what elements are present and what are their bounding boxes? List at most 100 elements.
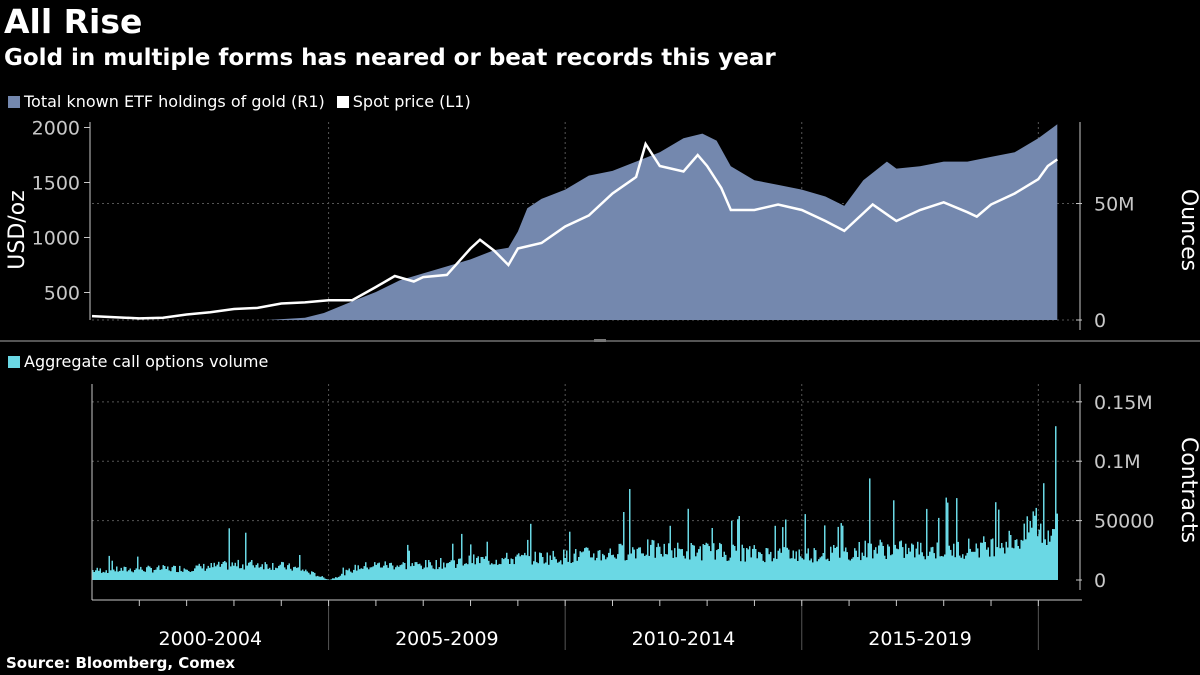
call-volume-bar: [813, 548, 815, 580]
call-volume-bar: [492, 564, 494, 580]
call-volume-bar: [717, 549, 719, 580]
call-volume-bar: [216, 564, 218, 580]
call-volume-bar: [212, 567, 214, 580]
call-volume-bar: [504, 557, 506, 580]
call-volume-bar: [398, 566, 400, 580]
call-volume-bar: [435, 560, 437, 580]
call-volume-bar: [279, 564, 281, 580]
call-volume-bar: [966, 552, 968, 580]
call-volume-bar: [867, 543, 869, 580]
call-volume-bar: [330, 579, 332, 580]
call-volume-bar: [126, 571, 128, 580]
panel-resize-handle[interactable]: [594, 339, 606, 342]
call-volume-bar: [735, 550, 737, 580]
call-volume-bar: [810, 558, 812, 580]
call-volume-bar: [434, 569, 436, 580]
call-volume-bar: [881, 542, 883, 580]
call-volume-bar: [452, 543, 454, 580]
legend-item-etf: Total known ETF holdings of gold (R1): [8, 92, 325, 111]
call-volume-bar: [414, 562, 416, 580]
call-volume-bar: [179, 565, 181, 580]
call-volume-bar: [638, 547, 640, 580]
call-volume-bar: [920, 542, 922, 580]
call-volume-bar: [183, 568, 185, 580]
call-volume-bar: [632, 547, 634, 580]
call-volume-bar: [915, 548, 917, 580]
call-volume-bar: [153, 570, 155, 580]
call-volume-bar: [704, 545, 706, 580]
call-volume-bar: [324, 578, 326, 580]
call-volume-bar: [264, 562, 266, 580]
call-volume-bar: [705, 542, 707, 580]
call-volume-bar: [780, 552, 782, 580]
right-axis-title-bottom: Contracts: [1176, 437, 1200, 543]
call-volume-bar: [860, 560, 862, 580]
call-volume-bar: [467, 564, 469, 580]
call-volume-bar: [230, 566, 232, 580]
call-volume-bar: [441, 568, 443, 580]
call-volume-bar: [642, 553, 644, 580]
call-volume-bar: [299, 555, 301, 580]
call-volume-bar: [839, 557, 841, 580]
call-volume-bar: [236, 566, 238, 580]
call-volume-bar: [578, 557, 580, 580]
call-volume-bar: [443, 562, 445, 580]
call-volume-bar: [539, 552, 541, 580]
call-volume-bar: [98, 570, 100, 580]
call-volume-bar: [158, 565, 160, 580]
call-volume-bar: [350, 571, 352, 580]
call-volume-bar: [767, 548, 769, 580]
call-volume-bar: [968, 538, 970, 580]
call-volume-bar: [317, 575, 319, 580]
call-volume-bar: [1004, 553, 1006, 580]
call-volume-bar: [293, 567, 295, 580]
legend-swatch-calls: [8, 355, 20, 368]
call-volume-bar: [768, 554, 770, 580]
call-volume-bar: [342, 567, 344, 580]
call-volume-bar: [947, 502, 949, 580]
call-volume-bar: [260, 566, 262, 580]
call-volume-bar: [654, 557, 656, 580]
call-volume-bar: [267, 568, 269, 580]
call-volume-bar: [399, 565, 401, 580]
call-volume-bar: [905, 543, 907, 580]
call-volume-bar: [1034, 515, 1036, 580]
call-volume-bar: [345, 569, 347, 580]
call-volume-bar: [114, 571, 116, 580]
call-volume-bar: [849, 560, 851, 580]
call-volume-bar: [614, 557, 616, 580]
call-volume-bar: [287, 565, 289, 580]
call-volume-bar: [993, 556, 995, 580]
call-volume-bar: [480, 557, 482, 580]
call-volume-bar: [611, 555, 613, 580]
call-volume-bar: [963, 558, 965, 580]
call-volume-bar: [128, 570, 130, 580]
call-volume-bar: [333, 578, 335, 580]
call-volume-bar: [957, 541, 959, 580]
call-volume-bar: [186, 569, 188, 580]
call-volume-bar: [210, 563, 212, 580]
call-volume-bar: [312, 572, 314, 580]
legend-label-calls: Aggregate call options volume: [24, 352, 269, 371]
call-volume-bar: [560, 560, 562, 580]
call-volume-bar: [761, 554, 763, 580]
call-volume-bar: [138, 569, 140, 580]
call-volume-bar: [582, 551, 584, 580]
call-volume-bar: [975, 543, 977, 580]
call-volume-bar: [1032, 511, 1034, 580]
call-volume-bar: [528, 556, 530, 580]
call-volume-bar: [207, 565, 209, 580]
call-volume-bar: [932, 546, 934, 580]
call-volume-bar: [530, 523, 532, 580]
call-volume-bar: [719, 542, 721, 580]
call-volume-bar: [191, 571, 193, 580]
call-volume-bar: [788, 549, 790, 580]
call-volume-bar: [548, 564, 550, 580]
call-volume-bar: [177, 572, 179, 580]
call-volume-bar: [278, 565, 280, 580]
call-volume-bar: [444, 567, 446, 580]
chart-title: All Rise: [4, 2, 143, 41]
call-volume-bar: [753, 545, 755, 580]
call-volume-bar: [749, 546, 751, 580]
call-volume-bar: [269, 567, 271, 580]
